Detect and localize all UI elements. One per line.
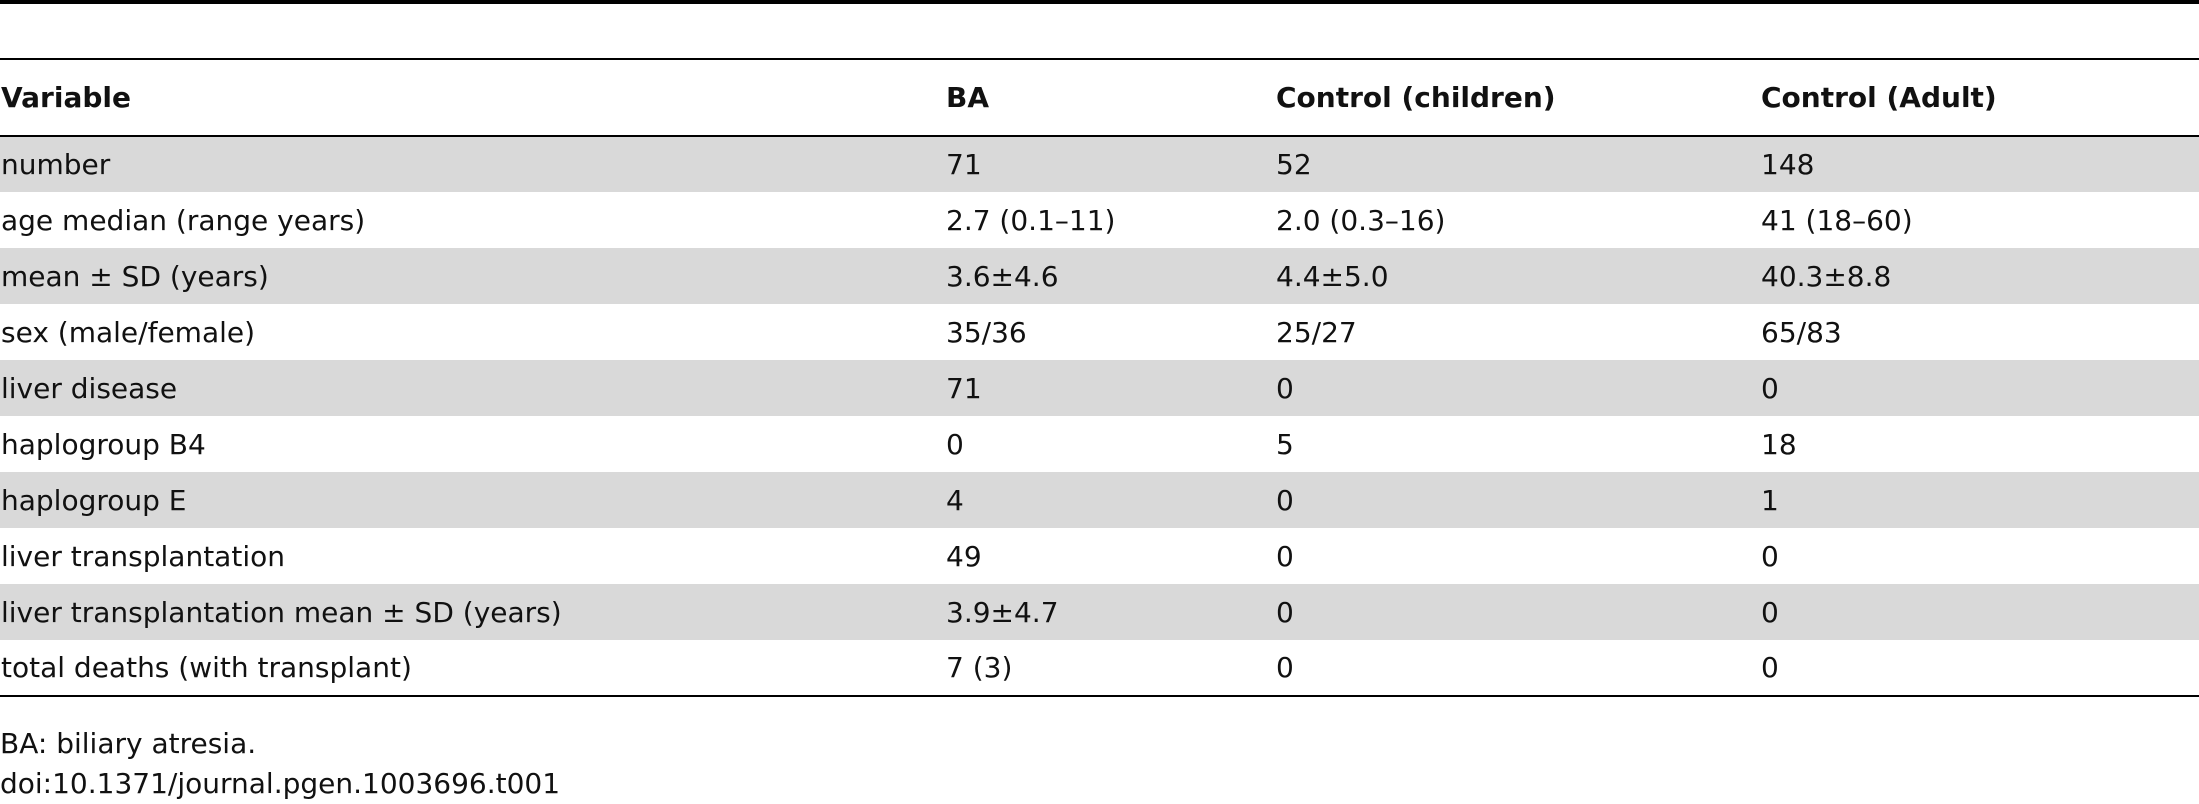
cell-variable: number: [1, 148, 111, 181]
cell-ba: 2.7 (0.1–11): [946, 203, 1116, 237]
cell-variable: sex (male/female): [1, 315, 256, 349]
table-row: total deaths (with transplant) 7 (3) 0 0: [0, 640, 2199, 697]
cell-variable: mean ± SD (years): [1, 259, 269, 293]
cell-ba: 4: [946, 483, 964, 517]
cell-ba: 3.9±4.7: [946, 595, 1059, 629]
cell-control-adult: 0: [1761, 595, 1779, 629]
cell-control-adult: 0: [1760, 640, 2199, 697]
cell-control-children: 0: [1276, 371, 1294, 405]
table-row: sex (male/female) 35/36 25/27 65/83: [0, 304, 2199, 360]
cell-ba: 0: [946, 427, 964, 461]
cell-ba: 7 (3): [945, 640, 1275, 697]
cell-variable: total deaths (with transplant): [0, 640, 945, 697]
cell-control-adult: 18: [1761, 427, 1797, 461]
table-row: mean ± SD (years) 3.6±4.6 4.4±5.0 40.3±8…: [0, 248, 2199, 304]
cell-control-adult: 1: [1761, 483, 1779, 517]
cell-control-children: 2.0 (0.3–16): [1276, 203, 1446, 237]
cell-control-adult: 0: [1761, 371, 1779, 405]
cell-control-children: 0: [1275, 640, 1760, 697]
cell-variable: haplogroup E: [1, 483, 187, 517]
cell-control-adult: 65/83: [1761, 315, 1842, 349]
cell-variable: liver transplantation: [1, 539, 285, 573]
cell-control-children: 5: [1276, 427, 1294, 461]
cell-control-adult: 41 (18–60): [1761, 203, 1913, 237]
cell-control-children: 0: [1276, 483, 1294, 517]
cell-control-children: 25/27: [1276, 315, 1357, 349]
cell-ba: 71: [946, 371, 982, 405]
cell-control-children: 0: [1276, 595, 1294, 629]
cell-variable: age median (range years): [1, 203, 366, 237]
table-header: Variable BA Control (children) Control (…: [0, 58, 2199, 137]
header-row: Variable BA Control (children) Control (…: [0, 58, 2199, 137]
header-control-children: Control (children): [1275, 58, 1760, 137]
top-rule: [0, 0, 2199, 4]
cell-ba: 35/36: [946, 315, 1027, 349]
header-ba: BA: [945, 58, 1275, 137]
cell-ba: 71: [946, 148, 982, 181]
table-row: haplogroup E 4 0 1: [0, 472, 2199, 528]
cell-control-adult: 148: [1761, 148, 1815, 181]
header-variable: Variable: [0, 58, 945, 137]
header-control-adult: Control (Adult): [1760, 58, 2199, 137]
cell-control-children: 4.4±5.0: [1276, 259, 1389, 293]
cell-variable: liver transplantation mean ± SD (years): [1, 595, 562, 629]
table-row: liver transplantation 49 0 0: [0, 528, 2199, 584]
cell-variable: haplogroup B4: [1, 427, 206, 461]
cell-ba: 49: [946, 539, 982, 573]
table-row: number 71 52 148: [0, 136, 2199, 192]
cell-control-adult: 40.3±8.8: [1761, 259, 1892, 293]
doi-footnote: doi:10.1371/journal.pgen.1003696.t001: [0, 767, 561, 800]
cell-control-adult: 0: [1761, 539, 1779, 573]
table-footnotes: BA: biliary atresia. doi:10.1371/journal…: [0, 724, 560, 804]
table-body: number 71 52 148 age median (range years…: [0, 136, 2199, 697]
cell-control-children: 52: [1276, 148, 1312, 181]
table-row: haplogroup B4 0 5 18: [0, 416, 2199, 472]
cell-ba: 3.6±4.6: [946, 259, 1059, 293]
abbreviation-footnote: BA: biliary atresia.: [0, 727, 257, 760]
table-row: age median (range years) 2.7 (0.1–11) 2.…: [0, 192, 2199, 248]
table-row: liver transplantation mean ± SD (years) …: [0, 584, 2199, 640]
data-table: Variable BA Control (children) Control (…: [0, 58, 2199, 697]
cell-variable: liver disease: [1, 371, 178, 405]
cell-control-children: 0: [1276, 539, 1294, 573]
table-row: liver disease 71 0 0: [0, 360, 2199, 416]
